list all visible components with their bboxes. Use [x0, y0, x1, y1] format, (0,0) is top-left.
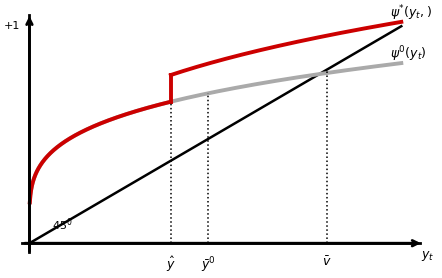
Text: $\bar{v}$: $\bar{v}$ [322, 255, 332, 269]
Text: $\hat{y}$: $\hat{y}$ [166, 255, 175, 274]
Text: $y_t$: $y_t$ [421, 249, 434, 263]
Text: +1: +1 [4, 21, 20, 31]
Text: $\bar{y}^0$: $\bar{y}^0$ [201, 255, 215, 275]
Text: $45^0$: $45^0$ [52, 217, 72, 234]
Text: $\psi^{*}(y_t,)$: $\psi^{*}(y_t,)$ [390, 3, 432, 23]
Text: $\psi^0(y_t)$: $\psi^0(y_t)$ [390, 45, 427, 64]
